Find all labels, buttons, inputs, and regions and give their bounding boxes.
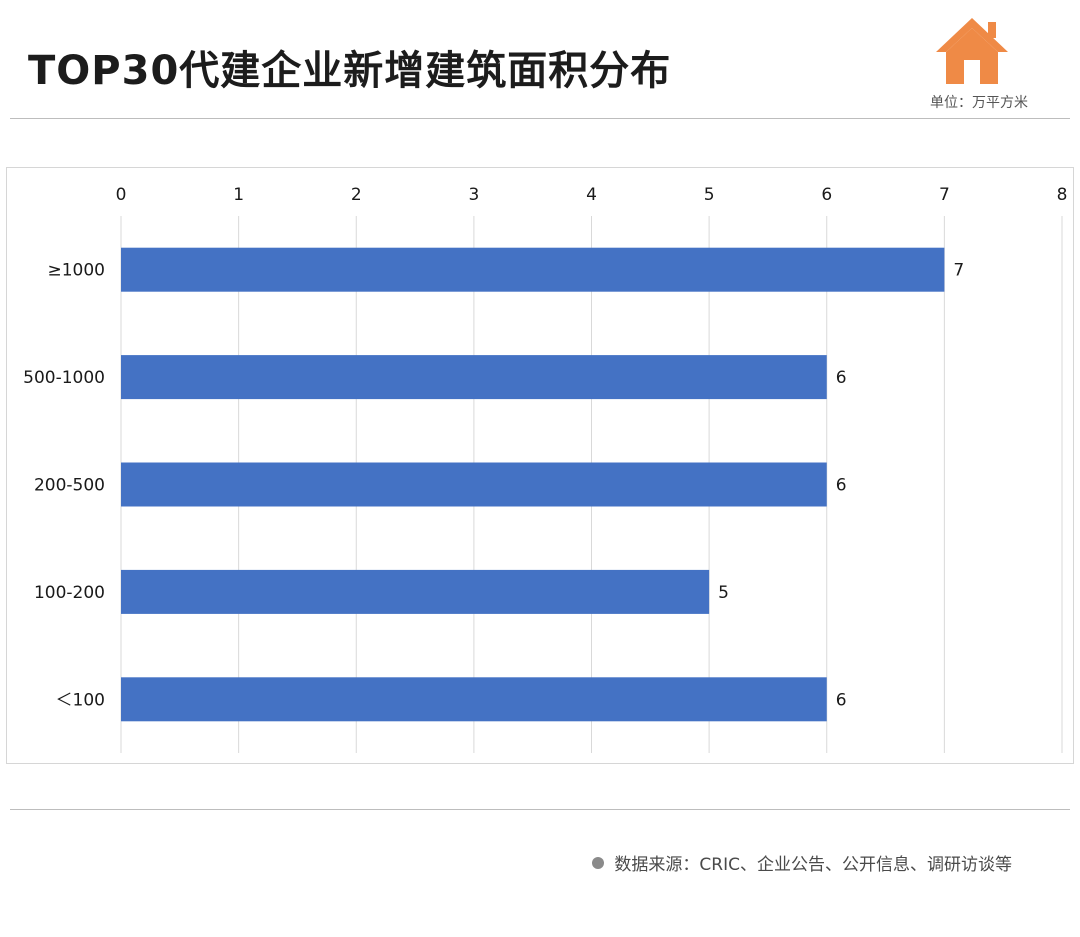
bar-chart: 0 1 2 3 4 5 6 7 8 ≥1000 7 500-1000 6 200-500 6 100-200 5… [23,185,1068,753]
x-tick-label: 1 [233,185,244,205]
x-tick-label: 5 [704,185,715,205]
bar [121,355,827,400]
category-label: 200-500 [34,476,105,496]
top-divider [10,118,1070,119]
category-label: ＜100 [56,690,105,710]
data-label: 6 [836,476,847,496]
x-tick-label: 8 [1057,185,1068,205]
category-label: ≥1000 [47,261,105,281]
data-label: 6 [836,368,847,388]
data-label: 5 [718,583,729,603]
unit-label: 单位：万平方米 [930,95,1028,111]
data-label: 7 [953,261,964,281]
x-tick-label: 6 [821,185,832,205]
data-label: 6 [836,690,847,710]
dot-icon [592,856,605,869]
house-icon [936,18,1008,84]
x-tick-label: 7 [939,185,950,205]
source-text: 数据来源：CRIC、企业公告、公开信息、调研访谈等 [614,855,1012,875]
bar [121,569,710,614]
category-label: 500-1000 [23,368,105,388]
bar [121,247,945,292]
chart-title: TOP30代建企业新增建筑面积分布 [28,48,672,94]
bar [121,462,827,507]
x-tick-label: 3 [468,185,479,205]
x-tick-label: 0 [116,185,127,205]
source-note: 数据来源：CRIC、企业公告、公开信息、调研访谈等 [592,850,1012,875]
x-tick-label: 4 [586,185,597,205]
category-label: 100-200 [34,583,105,603]
chart-frame: 0 1 2 3 4 5 6 7 8 ≥1000 7 500-1000 6 200-500 6 100-200 5… [6,167,1074,764]
bottom-divider [10,809,1070,810]
bar [121,677,827,722]
x-tick-label: 2 [351,185,362,205]
